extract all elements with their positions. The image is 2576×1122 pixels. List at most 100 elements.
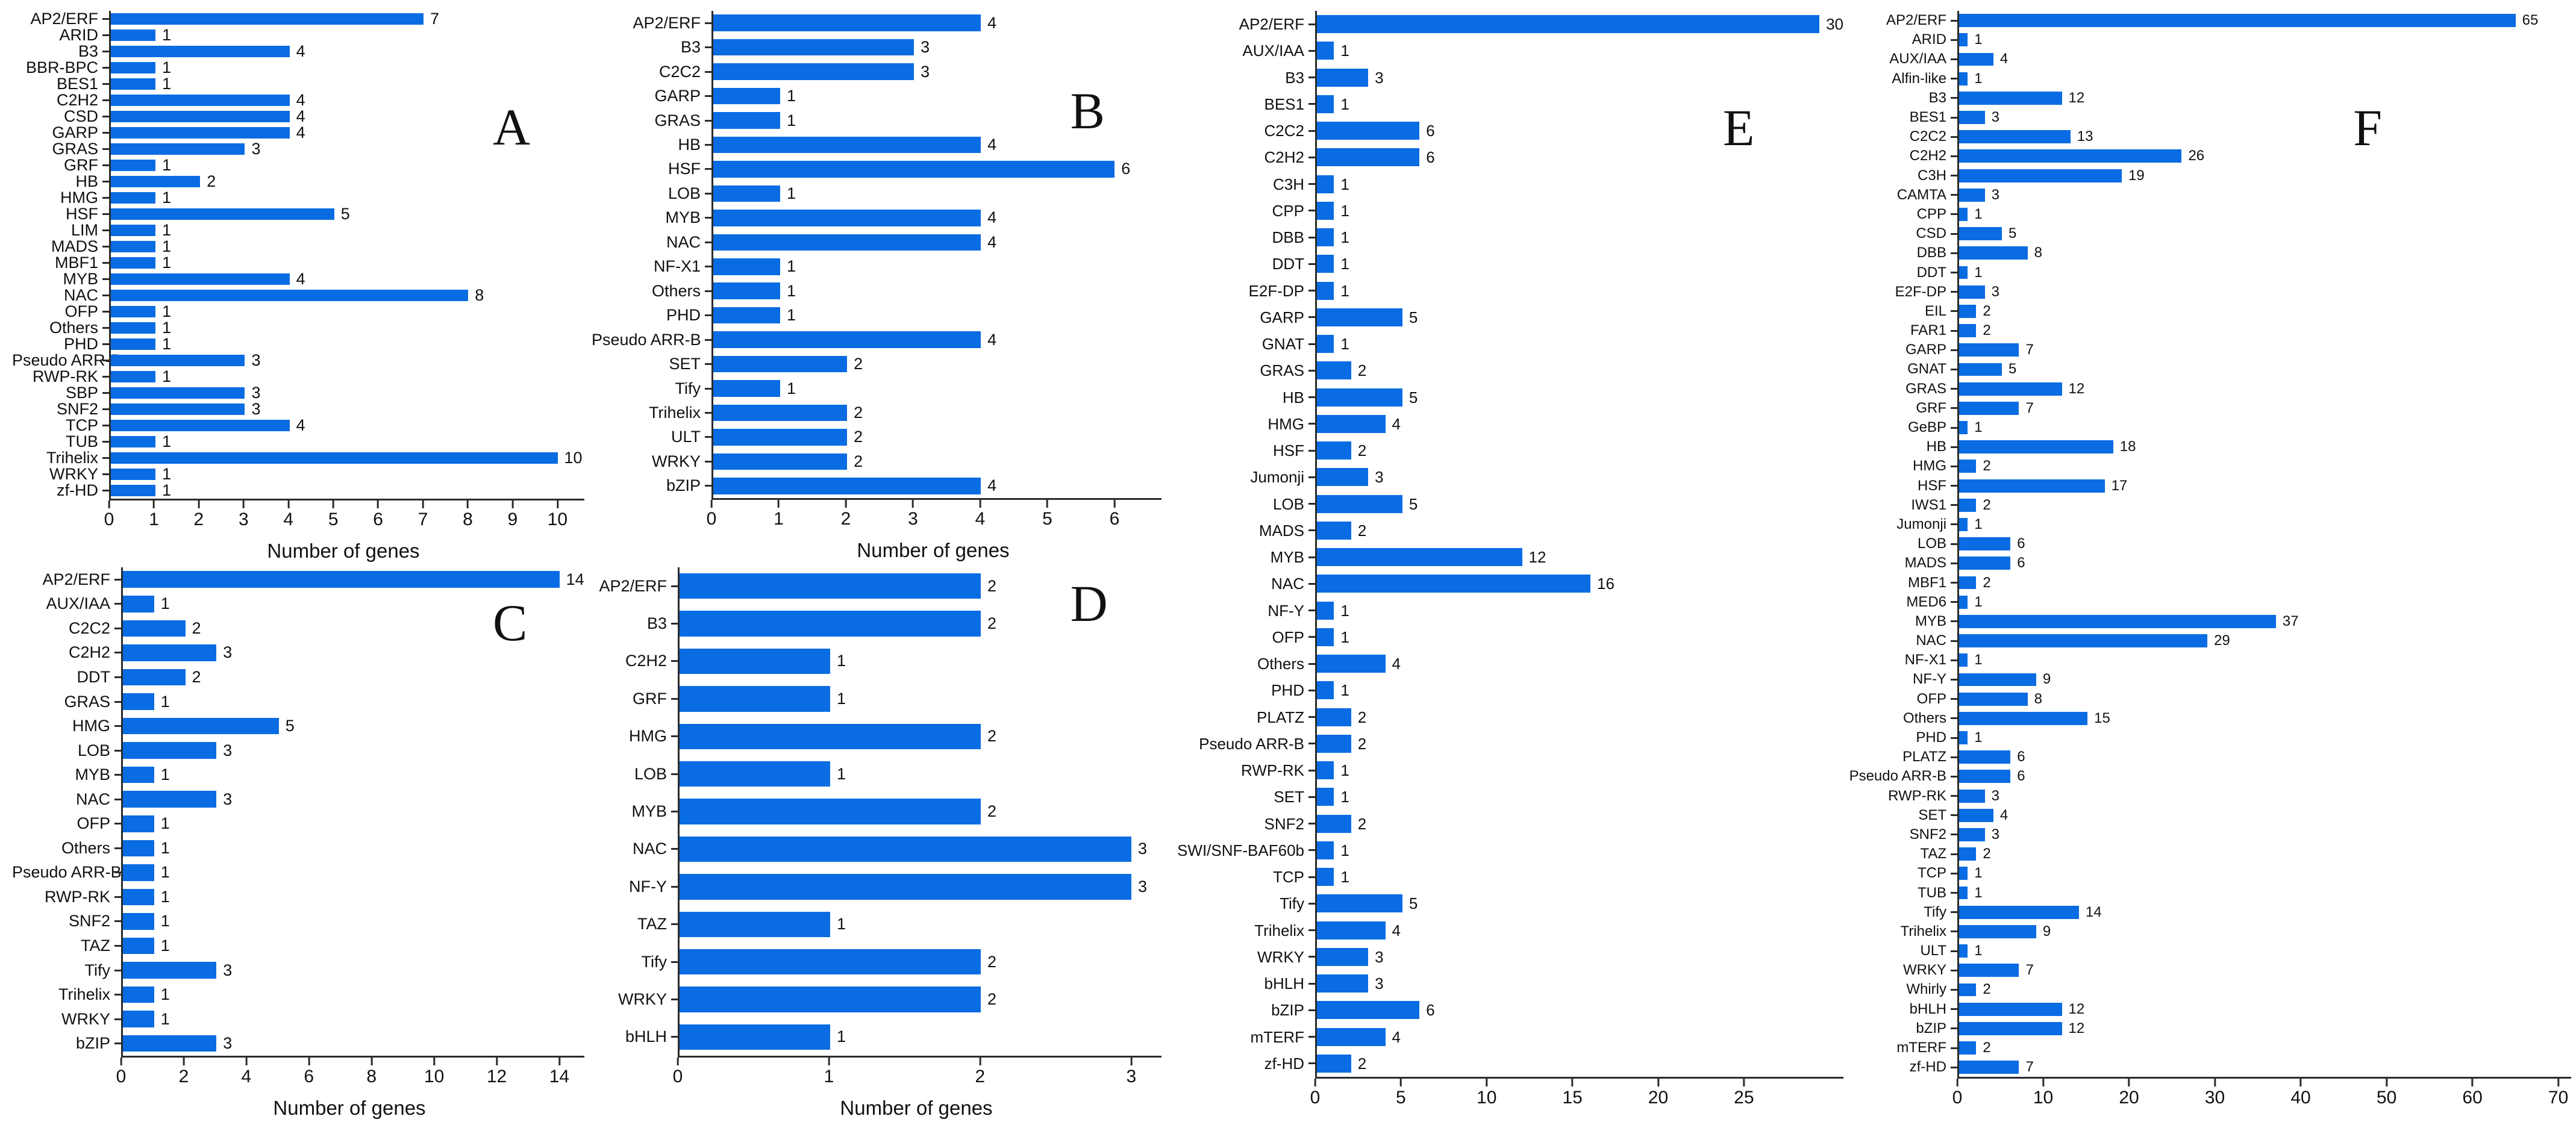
category-label: Others: [49, 319, 98, 337]
x-tick-mark: [2214, 1079, 2216, 1086]
category-label: Tify: [84, 961, 111, 979]
bar-row: Tify 5: [1174, 890, 1843, 917]
category-label: C2C2: [658, 62, 701, 81]
category-label: GARP: [52, 123, 98, 142]
x-tick-label: 7: [417, 510, 428, 529]
x-tick: 3: [1126, 1058, 1136, 1086]
value-label: 4: [987, 135, 997, 154]
bar: [713, 185, 781, 202]
panel-letter: A: [493, 98, 531, 157]
bar: [1959, 867, 1968, 880]
y-tick-mark: [1308, 263, 1315, 265]
bar-row: AP2/ERF 2: [592, 567, 1161, 605]
y-tick-mark: [1951, 950, 1957, 952]
value-label: 7: [2025, 341, 2034, 358]
bar-track: 1: [1315, 170, 1843, 198]
bar-row: C2C2 13: [1845, 127, 2571, 147]
y-tick-mark: [1308, 609, 1315, 612]
bar-row: CSD 4: [12, 108, 584, 125]
x-tick-label: 1: [774, 509, 784, 529]
bar-row: mTERF 2: [1845, 1038, 2571, 1058]
bar-track: 1: [1315, 197, 1843, 224]
category-label: GARP: [1905, 341, 1946, 358]
bar-row: SET 4: [1845, 805, 2571, 825]
value-label: 2: [987, 802, 997, 821]
x-tick-label: 4: [241, 1067, 252, 1086]
category-label: Trihelix: [648, 403, 701, 422]
bar-row: RWP-RK 1: [12, 369, 584, 385]
bar-track: 1: [109, 304, 584, 320]
y-tick-mark: [1951, 504, 1957, 506]
y-tick-mark: [1308, 902, 1315, 905]
category-label: TAZ: [81, 936, 110, 955]
y-tick-mark: [1951, 368, 1957, 370]
bar: [111, 111, 290, 122]
y-tick-mark: [1308, 76, 1315, 79]
y-tick-mark: [114, 1043, 121, 1045]
bar: [1959, 91, 2062, 105]
category-label: C2H2: [56, 91, 98, 109]
y-tick-mark: [705, 266, 711, 268]
bar: [1317, 281, 1334, 300]
bar: [1959, 711, 2088, 725]
category-label: HB: [1282, 388, 1304, 407]
category-label: LOB: [1917, 535, 1946, 552]
bar-track: 1: [1315, 277, 1843, 304]
value-label: 3: [1375, 947, 1384, 966]
bar-row: NF-X1 1: [592, 254, 1161, 279]
y-tick-mark: [671, 1036, 678, 1038]
bar-row: GARP 7: [1845, 340, 2571, 360]
bar: [1959, 401, 2019, 415]
value-label: 1: [1340, 335, 1349, 354]
bar: [111, 355, 245, 366]
bar-track: 2: [1315, 730, 1843, 757]
value-label: 4: [296, 107, 305, 125]
y-tick-mark: [1951, 78, 1957, 80]
bar: [713, 331, 981, 348]
category-label: C2C2: [1909, 128, 1946, 145]
x-tick: 8: [366, 1058, 377, 1086]
bar-row: NAC 29: [1845, 631, 2571, 651]
value-label: 1: [1974, 884, 1983, 901]
bar-row: ULT 2: [592, 425, 1161, 450]
bar: [1317, 628, 1334, 646]
bar: [1959, 1002, 2062, 1016]
bar-track: 6: [1957, 553, 2571, 573]
value-label: 5: [340, 205, 350, 223]
bar-track: 2: [1957, 301, 2571, 321]
bar-track: 1: [121, 762, 584, 787]
x-tick-label: 1: [149, 510, 159, 529]
x-tick: 0: [104, 500, 114, 529]
x-tick-mark: [496, 1058, 498, 1065]
category-label: MYB: [631, 802, 667, 821]
bar-row: SET 1: [1174, 784, 1843, 811]
value-label: 9: [2042, 923, 2051, 940]
x-tick-label: 10: [547, 510, 568, 529]
x-tick: 3: [239, 500, 249, 529]
category-label: Tify: [641, 952, 667, 971]
value-label: 2: [987, 576, 997, 595]
y-tick-mark: [102, 246, 109, 248]
bar-track: 3: [1957, 282, 2571, 302]
bar-track: 3: [1957, 786, 2571, 806]
bar-row: TUB 1: [1845, 883, 2571, 903]
bar-row: LOB 3: [12, 738, 584, 763]
value-label: 2: [1983, 1039, 1991, 1056]
y-tick-mark: [114, 725, 121, 728]
bar-row: BES1 1: [12, 76, 584, 92]
bar: [1959, 576, 1977, 590]
y-tick-mark: [1951, 543, 1957, 545]
bar-track: 2: [1957, 495, 2571, 515]
y-tick-mark: [114, 700, 121, 703]
y-tick-mark: [114, 896, 121, 898]
y-tick-mark: [1951, 853, 1957, 855]
bar: [1959, 750, 2011, 764]
value-label: 1: [1974, 31, 1983, 48]
category-label: DDT: [1272, 255, 1304, 273]
category-label: GRF: [64, 156, 98, 174]
category-label: GRAS: [1905, 380, 1946, 397]
x-tick: 25: [1734, 1079, 1754, 1107]
y-tick-mark: [671, 998, 678, 1000]
y-tick-mark: [1308, 636, 1315, 638]
bar: [713, 429, 848, 446]
